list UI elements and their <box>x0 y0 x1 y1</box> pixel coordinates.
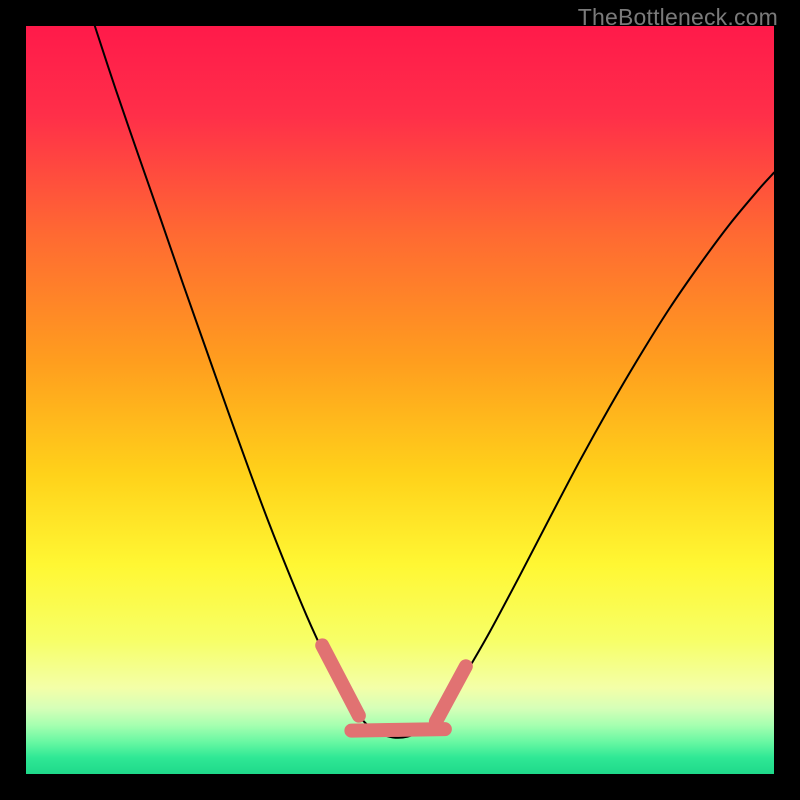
chart-plot <box>26 26 774 774</box>
watermark-text: TheBottleneck.com <box>578 4 778 31</box>
valley-highlight-segment <box>351 729 445 730</box>
gradient-background <box>26 26 774 774</box>
